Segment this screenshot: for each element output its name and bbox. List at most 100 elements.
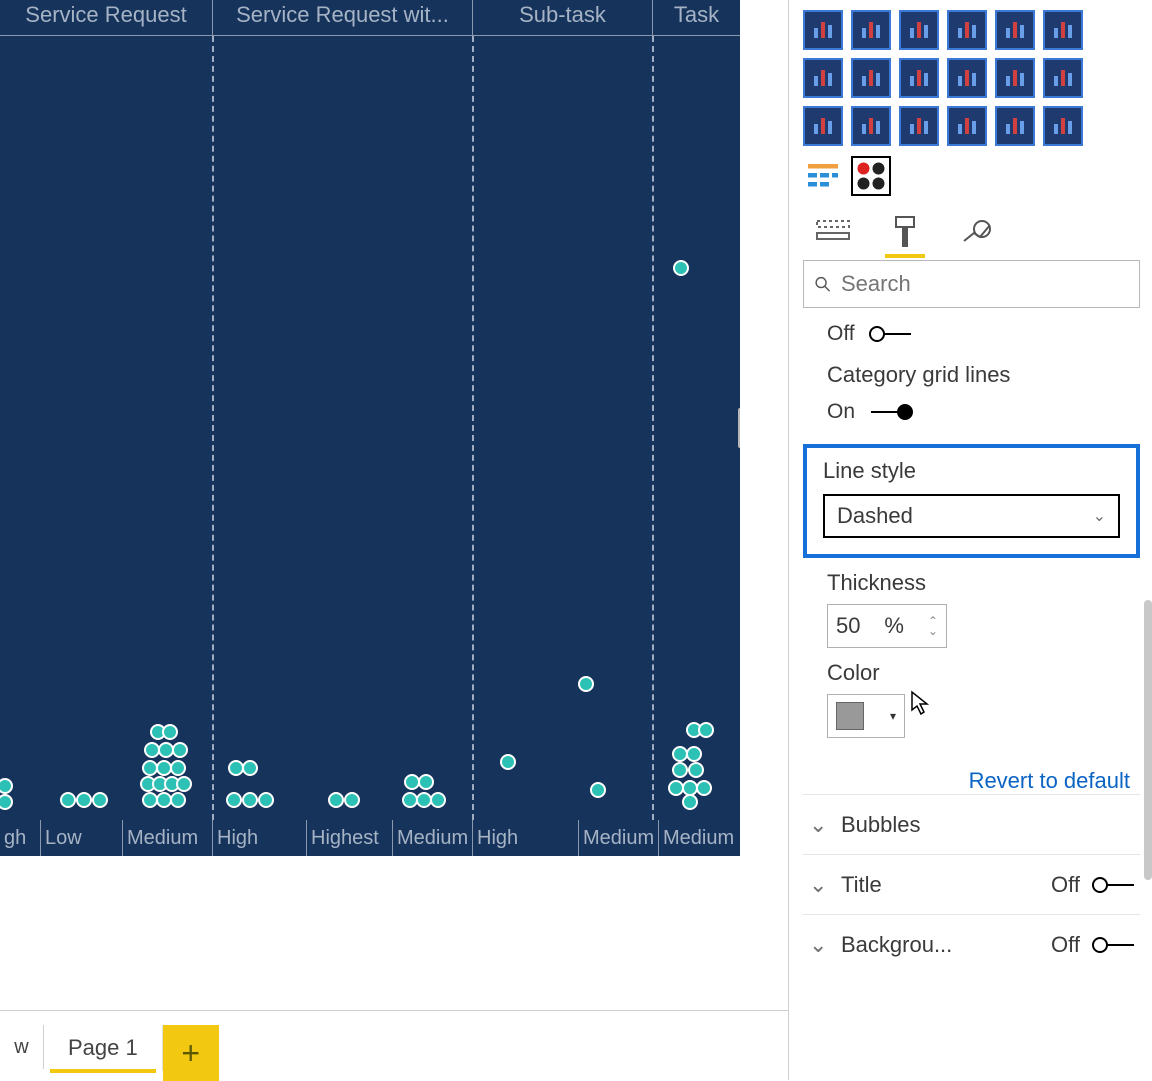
chart-data-point[interactable] (176, 776, 192, 792)
chart-data-point[interactable] (170, 760, 186, 776)
pane-scrollbar[interactable] (1144, 600, 1152, 880)
viz-gallery-item[interactable] (803, 10, 843, 50)
chart-data-point[interactable] (672, 762, 688, 778)
viz-gallery-item[interactable] (851, 106, 891, 146)
chart-x-axis-labels: ghLowMediumHighHighestMediumHighMediumMe… (0, 820, 740, 856)
viz-gallery-item[interactable] (803, 58, 843, 98)
line-style-select[interactable]: Dashed ⌄ (823, 494, 1120, 538)
viz-table-icon[interactable] (803, 156, 843, 196)
section-title-label: Title (841, 872, 1041, 898)
chevron-down-icon: ⌄ (809, 932, 831, 958)
visualization-gallery (803, 4, 1140, 152)
chart-data-point[interactable] (673, 260, 689, 276)
chart-x-label: Medium (392, 820, 472, 856)
chart-data-point[interactable] (76, 792, 92, 808)
viz-gallery-item[interactable] (851, 58, 891, 98)
chart-x-label: Medium (122, 820, 212, 856)
visualization-gallery-extra (803, 156, 1140, 196)
thickness-stepper[interactable]: ⌃⌄ (928, 616, 938, 636)
viz-gallery-item[interactable] (995, 58, 1035, 98)
toggle-off[interactable] (865, 333, 911, 335)
toggle-category-grid[interactable] (865, 411, 911, 413)
viz-gallery-item[interactable] (995, 106, 1035, 146)
pane-tab-bar (803, 204, 1140, 254)
chart-data-point[interactable] (0, 778, 13, 794)
color-label: Color (803, 648, 1140, 694)
pane-tab-fields[interactable] (811, 210, 855, 254)
viz-gallery-item[interactable] (851, 10, 891, 50)
viz-gallery-item[interactable] (1043, 106, 1083, 146)
chart-data-point[interactable] (92, 792, 108, 808)
chart-column-header: Service Request (0, 0, 212, 35)
page-tab-stub[interactable]: w (0, 1025, 44, 1069)
chart-data-point[interactable] (686, 746, 702, 762)
section-bubbles-label: Bubbles (841, 812, 1134, 838)
pane-tab-format[interactable] (883, 210, 927, 254)
chart-data-point[interactable] (418, 774, 434, 790)
format-search-input[interactable] (841, 271, 1129, 297)
chart-x-label: High (472, 820, 578, 856)
chart-data-point[interactable] (430, 792, 446, 808)
viz-gallery-item[interactable] (899, 106, 939, 146)
viz-gallery-item[interactable] (947, 106, 987, 146)
chart-data-point[interactable] (698, 722, 714, 738)
chart-data-point[interactable] (162, 724, 178, 740)
chart-data-point[interactable] (60, 792, 76, 808)
chart-x-label: gh (0, 820, 40, 856)
color-picker[interactable]: ▾ (827, 694, 905, 738)
viz-dot-icon[interactable] (851, 156, 891, 196)
viz-gallery-item[interactable] (1043, 10, 1083, 50)
viz-gallery-item[interactable] (899, 58, 939, 98)
chart-data-point[interactable] (242, 760, 258, 776)
format-search[interactable] (803, 260, 1140, 308)
section-background[interactable]: ⌄ Backgrou... Off (803, 914, 1140, 974)
chart-data-point[interactable] (242, 792, 258, 808)
chart-data-point[interactable] (328, 792, 344, 808)
chart-x-label: Low (40, 820, 122, 856)
search-icon (814, 273, 831, 295)
section-bubbles[interactable]: ⌄ Bubbles (803, 794, 1140, 854)
toggle-label-off: Off (827, 322, 855, 346)
chart-x-label: Highest (306, 820, 392, 856)
chart-data-point[interactable] (170, 792, 186, 808)
revert-to-default-link[interactable]: Revert to default (803, 768, 1140, 794)
chart-data-point[interactable] (500, 754, 516, 770)
chart-data-point[interactable] (590, 782, 606, 798)
chart-data-point[interactable] (688, 762, 704, 778)
chart-data-point[interactable] (0, 794, 13, 810)
chart-grid-line (652, 36, 654, 820)
line-style-highlight: Line style Dashed ⌄ (803, 444, 1140, 558)
color-swatch-box (836, 702, 864, 730)
section-background-toggle[interactable] (1088, 944, 1134, 946)
chart-data-point[interactable] (578, 676, 594, 692)
viz-gallery-item[interactable] (899, 10, 939, 50)
chart-data-point[interactable] (682, 794, 698, 810)
line-style-value: Dashed (837, 503, 913, 529)
chart-data-point[interactable] (696, 780, 712, 796)
viz-gallery-item[interactable] (1043, 58, 1083, 98)
thickness-label: Thickness (803, 558, 1140, 604)
chart-data-point[interactable] (226, 792, 242, 808)
section-title[interactable]: ⌄ Title Off (803, 854, 1140, 914)
viz-gallery-item[interactable] (947, 10, 987, 50)
viz-gallery-item[interactable] (803, 106, 843, 146)
section-title-category-grid: Category grid lines (803, 350, 1140, 396)
toggle-row-off: Off (803, 318, 1140, 350)
viz-gallery-item[interactable] (947, 58, 987, 98)
viz-gallery-item[interactable] (995, 10, 1035, 50)
page-tab-page1[interactable]: Page 1 (44, 1025, 163, 1071)
section-title-toggle[interactable] (1088, 884, 1134, 886)
chart-data-point[interactable] (344, 792, 360, 808)
chart-resize-handle[interactable] (738, 408, 740, 448)
thickness-spinner[interactable]: 50 % ⌃⌄ (827, 604, 947, 648)
chart-data-point[interactable] (258, 792, 274, 808)
line-style-label: Line style (823, 458, 1120, 484)
chart-x-label: High (212, 820, 306, 856)
chart-column-header: Sub-task (472, 0, 652, 35)
scatter-chart[interactable]: Service RequestService Request wit...Sub… (0, 0, 740, 856)
pane-tab-analytics[interactable] (955, 210, 999, 254)
toggle-label-on: On (827, 400, 855, 424)
chart-column-header: Service Request wit... (212, 0, 472, 35)
chart-data-point[interactable] (172, 742, 188, 758)
add-page-button[interactable]: + (163, 1025, 219, 1081)
